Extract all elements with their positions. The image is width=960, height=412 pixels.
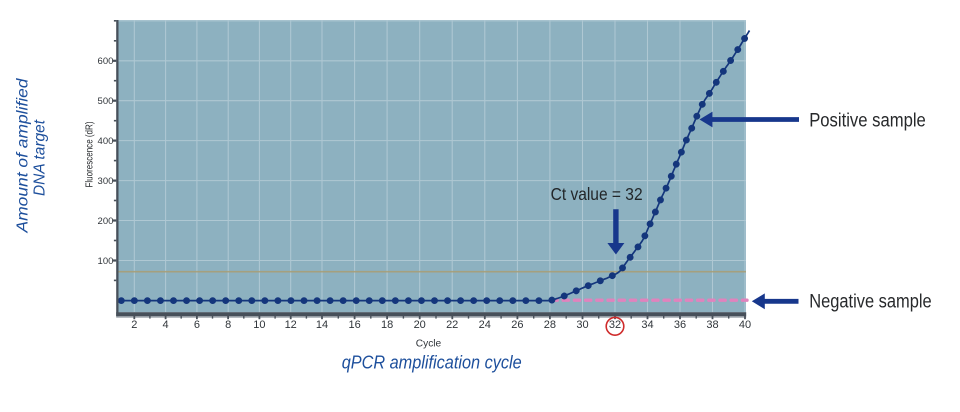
svg-text:14: 14 <box>316 319 328 331</box>
svg-text:22: 22 <box>446 319 458 331</box>
svg-text:400: 400 <box>98 136 114 147</box>
svg-text:20: 20 <box>414 319 426 331</box>
svg-text:300: 300 <box>98 176 114 187</box>
svg-text:100: 100 <box>98 256 114 267</box>
svg-text:26: 26 <box>511 319 523 331</box>
svg-text:Ct value = 32: Ct value = 32 <box>551 184 643 204</box>
svg-text:6: 6 <box>194 319 200 331</box>
svg-text:Positive sample: Positive sample <box>809 110 926 132</box>
svg-text:18: 18 <box>381 319 393 331</box>
svg-text:34: 34 <box>641 319 653 331</box>
svg-text:36: 36 <box>674 319 686 331</box>
svg-text:2: 2 <box>131 319 137 331</box>
svg-text:Amount of amplified: Amount of amplified <box>15 77 32 234</box>
svg-text:qPCR amplification cycle: qPCR amplification cycle <box>342 352 522 372</box>
svg-text:30: 30 <box>576 319 588 331</box>
svg-text:600: 600 <box>98 56 114 67</box>
svg-text:500: 500 <box>98 96 114 107</box>
svg-text:28: 28 <box>544 319 556 331</box>
svg-text:40: 40 <box>739 319 751 331</box>
svg-text:10: 10 <box>253 319 265 331</box>
svg-text:Cycle: Cycle <box>416 339 442 350</box>
svg-text:32: 32 <box>609 319 621 331</box>
svg-text:200: 200 <box>98 216 114 227</box>
svg-text:4: 4 <box>163 319 169 331</box>
svg-text:Negative sample: Negative sample <box>809 290 932 312</box>
svg-text:12: 12 <box>285 319 297 331</box>
svg-text:24: 24 <box>479 319 491 331</box>
svg-text:DNA target: DNA target <box>32 119 49 196</box>
svg-text:Fluorescence (dR): Fluorescence (dR) <box>84 122 95 188</box>
svg-text:38: 38 <box>706 319 718 331</box>
svg-text:16: 16 <box>348 319 360 331</box>
svg-text:8: 8 <box>225 319 231 331</box>
